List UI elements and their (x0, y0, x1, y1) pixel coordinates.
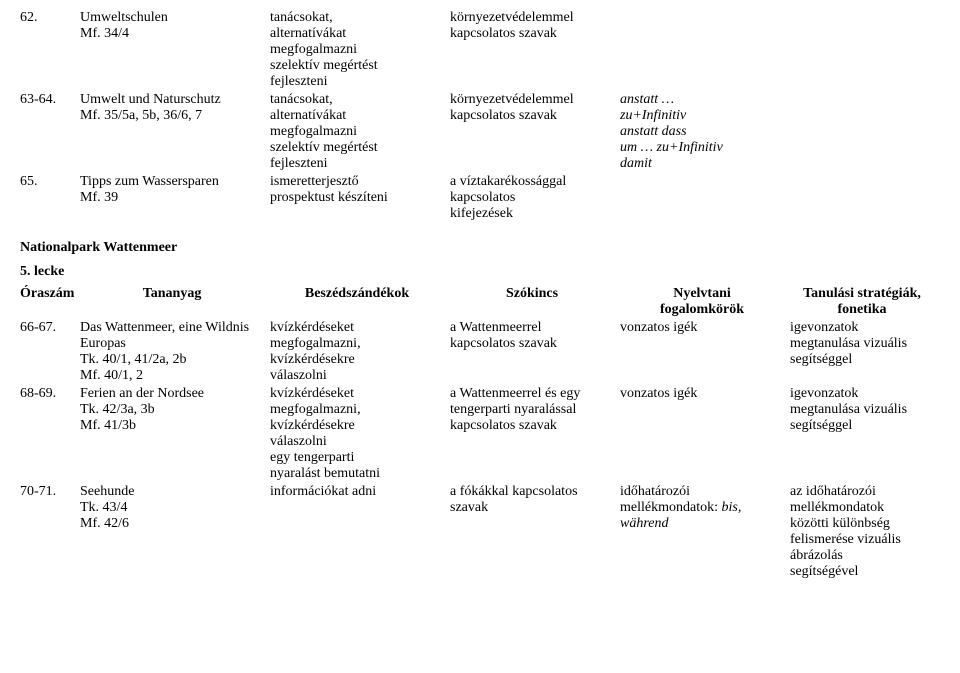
cell-title: Umwelt und NaturschutzMf. 35/5a, 5b, 36/… (80, 92, 270, 124)
cell-nyelvtani: vonzatos igék (620, 320, 790, 336)
cell-title: SeehundeTk. 43/4Mf. 42/6 (80, 484, 270, 532)
table-row: 68-69.Ferien an der NordseeTk. 42/3a, 3b… (20, 386, 940, 482)
cell-nyelvtani: időhatározóimellékmondatok: bis,während (620, 484, 790, 532)
table-row: 62.UmweltschulenMf. 34/4tanácsokat,alter… (20, 10, 940, 90)
cell-szokincs: a fókákkal kapcsolatosszavak (450, 484, 620, 516)
cell-szokincs: környezetvédelemmelkapcsolatos szavak (450, 10, 620, 42)
cell-beszed: információkat adni (270, 484, 450, 500)
bottom-block: 66-67.Das Wattenmeer, eine WildnisEuropa… (20, 320, 940, 580)
table-header: Óraszám Tananyag Beszédszándékok Szókinc… (20, 286, 940, 318)
cell-szokincs: a Wattenmeerrelkapcsolatos szavak (450, 320, 620, 352)
cell-szokincs: a Wattenmeerrel és egytengerparti nyaral… (450, 386, 620, 434)
top-block: 62.UmweltschulenMf. 34/4tanácsokat,alter… (20, 10, 940, 222)
cell-num: 65. (20, 174, 80, 190)
header-oraszam: Óraszám (20, 286, 80, 302)
cell-beszed: kvízkérdéseketmegfogalmazni,kvízkérdések… (270, 320, 450, 384)
table-row: 63-64.Umwelt und NaturschutzMf. 35/5a, 5… (20, 92, 940, 172)
cell-nyelvtani: anstatt …zu+Infinitivanstatt dassum … zu… (620, 92, 790, 172)
header-beszed: Beszédszándékok (270, 286, 450, 302)
cell-beszed: ismeretterjesztőprospektust készíteni (270, 174, 450, 206)
cell-beszed: kvízkérdéseketmegfogalmazni,kvízkérdések… (270, 386, 450, 482)
cell-num: 66-67. (20, 320, 80, 336)
table-row: 70-71.SeehundeTk. 43/4Mf. 42/6információ… (20, 484, 940, 580)
cell-szokincs: a víztakarékossággalkapcsolatoskifejezés… (450, 174, 620, 222)
cell-title: Das Wattenmeer, eine WildnisEuropasTk. 4… (80, 320, 270, 384)
header-szokincs: Szókincs (450, 286, 620, 302)
page: 62.UmweltschulenMf. 34/4tanácsokat,alter… (0, 0, 960, 602)
header-tanulasi: Tanulási stratégiák,fonetika (790, 286, 940, 318)
cell-nyelvtani: vonzatos igék (620, 386, 790, 402)
table-row: 66-67.Das Wattenmeer, eine WildnisEuropa… (20, 320, 940, 384)
cell-title: Ferien an der NordseeTk. 42/3a, 3bMf. 41… (80, 386, 270, 434)
table-row: 65.Tipps zum WassersparenMf. 39ismerette… (20, 174, 940, 222)
cell-tanulasi: igevonzatokmegtanulása vizuálissegítségg… (790, 320, 940, 368)
cell-num: 68-69. (20, 386, 80, 402)
cell-szokincs: környezetvédelemmelkapcsolatos szavak (450, 92, 620, 124)
cell-num: 63-64. (20, 92, 80, 108)
cell-beszed: tanácsokat,alternatívákatmegfogalmaznisz… (270, 10, 450, 90)
cell-title: UmweltschulenMf. 34/4 (80, 10, 270, 42)
cell-beszed: tanácsokat,alternatívákatmegfogalmaznisz… (270, 92, 450, 172)
cell-num: 62. (20, 10, 80, 26)
section-heading: Nationalpark Wattenmeer (20, 240, 940, 256)
header-nyelvtani: Nyelvtanifogalomkörök (620, 286, 790, 318)
cell-title: Tipps zum WassersparenMf. 39 (80, 174, 270, 206)
lecke-heading: 5. lecke (20, 264, 940, 280)
header-tananyag: Tananyag (80, 286, 270, 302)
cell-tanulasi: igevonzatokmegtanulása vizuálissegítségg… (790, 386, 940, 434)
cell-tanulasi: az időhatározóimellékmondatokközötti kül… (790, 484, 940, 580)
cell-num: 70-71. (20, 484, 80, 500)
